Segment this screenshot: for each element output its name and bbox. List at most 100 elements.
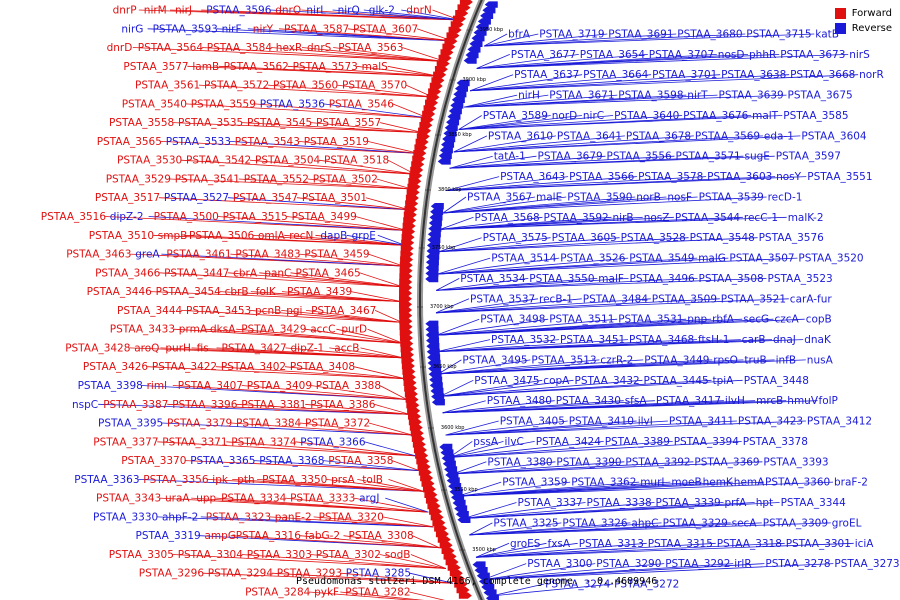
label-leader bbox=[172, 554, 446, 569]
gene-label: ftsH-1 bbox=[698, 334, 729, 346]
label-leader bbox=[333, 47, 446, 62]
label-leader bbox=[290, 272, 403, 288]
label-leader bbox=[440, 379, 743, 397]
label-leader bbox=[271, 572, 453, 584]
label-leader bbox=[310, 122, 424, 133]
gene-label: glk-2 bbox=[369, 5, 395, 17]
gene-label: PSTAA_3430 bbox=[556, 395, 621, 407]
reverse-gene-arrow bbox=[485, 595, 499, 600]
label-leader bbox=[201, 47, 446, 62]
gene-label: PSTAA_3504 bbox=[255, 155, 321, 167]
label-leader bbox=[436, 278, 698, 291]
gene-label: PSTAA_3519 bbox=[304, 136, 369, 148]
reverse-gene-arrow bbox=[427, 354, 441, 361]
label-leader bbox=[453, 135, 556, 153]
gene-label: PSTAA_3587 bbox=[284, 23, 349, 35]
label-leader bbox=[310, 554, 446, 569]
label-leader bbox=[254, 103, 428, 119]
backbone-line bbox=[419, 0, 483, 600]
label-leader bbox=[332, 9, 460, 21]
gene-label: upp bbox=[196, 493, 216, 505]
forward-gene-arrow bbox=[405, 194, 419, 202]
gene-label: bfrA bbox=[508, 29, 531, 41]
label-leader bbox=[476, 54, 849, 69]
gene-label: ipk bbox=[212, 474, 229, 486]
label-leader bbox=[446, 176, 569, 191]
label-leader bbox=[436, 339, 491, 352]
reverse-gene-arrow bbox=[426, 348, 440, 355]
gene-label: PSTAA_3424 bbox=[536, 436, 602, 448]
label-leader bbox=[216, 497, 429, 513]
label-leader bbox=[442, 400, 555, 414]
gene-label: PSTAA_3507 bbox=[729, 253, 794, 265]
forward-gene-arrow bbox=[402, 374, 416, 381]
label-leader bbox=[438, 359, 644, 375]
label-leader bbox=[295, 441, 416, 457]
forward-gene-arrow bbox=[422, 110, 436, 118]
label-leader bbox=[484, 33, 746, 47]
gene-label: PSTAA_3517 bbox=[95, 192, 160, 204]
label-leader bbox=[440, 216, 543, 230]
forward-gene-arrow bbox=[449, 570, 463, 577]
gene-label: fis bbox=[197, 342, 209, 354]
gene-label: moeB bbox=[671, 477, 701, 489]
reverse-gene-arrow bbox=[425, 331, 439, 339]
label-leader bbox=[310, 385, 407, 400]
gene-label: PSTAA_3427 bbox=[222, 342, 287, 354]
label-leader bbox=[449, 441, 742, 458]
gene-label: PSTAA_3563 bbox=[338, 42, 403, 54]
forward-gene-arrow bbox=[425, 497, 439, 504]
label-leader bbox=[296, 197, 409, 211]
label-leader bbox=[355, 216, 407, 231]
label-leader bbox=[284, 366, 405, 380]
gene-label: PSTAA_3429 bbox=[241, 324, 306, 336]
gene-label: PSTAA_3296 bbox=[139, 568, 205, 580]
label-leader bbox=[436, 318, 549, 336]
forward-gene-arrow bbox=[428, 88, 442, 95]
forward-gene-arrow bbox=[399, 318, 413, 325]
gene-label: PSTAA_3320 bbox=[319, 511, 384, 523]
label-leader bbox=[476, 54, 780, 69]
gene-label: PSTAA_3509 bbox=[652, 293, 717, 305]
gene-label: PSTAA_3453 bbox=[186, 305, 251, 317]
label-leader bbox=[299, 535, 440, 549]
gene-label: PSTAA_3607 bbox=[353, 23, 418, 35]
gene-label: PSTAA_3589 bbox=[483, 110, 548, 122]
forward-gene-arrow bbox=[405, 200, 419, 207]
forward-gene-arrow bbox=[447, 564, 461, 571]
gene-feature-track bbox=[399, 0, 499, 600]
gene-label: PSTAA_3547 bbox=[233, 192, 298, 204]
label-leader bbox=[363, 9, 460, 21]
gene-label: czcA bbox=[775, 314, 800, 326]
gene-label: carB bbox=[742, 334, 766, 346]
label-leader bbox=[436, 339, 629, 352]
gene-label: PSTAA_3467 bbox=[311, 305, 376, 317]
label-leader bbox=[367, 328, 403, 344]
label-leader bbox=[463, 502, 655, 519]
gene-label: PSTAA_3536 bbox=[260, 98, 326, 110]
label-leader bbox=[464, 94, 718, 108]
reverse-gene-arrow bbox=[427, 236, 441, 243]
reverse-gene-arrow bbox=[431, 399, 445, 406]
gene-label: PSTAA_3508 bbox=[699, 273, 764, 285]
gene-label: nirQ bbox=[338, 5, 360, 17]
gene-label: PSTAA_3365 bbox=[190, 455, 255, 467]
reverse-gene-arrow bbox=[441, 141, 455, 148]
label-leader bbox=[445, 420, 806, 436]
gene-label: PSTAA_3389 bbox=[605, 436, 670, 448]
gene-label: nirB bbox=[613, 212, 634, 224]
label-leader bbox=[442, 196, 698, 214]
label-leader bbox=[476, 54, 579, 69]
gene-label: dnrO bbox=[275, 5, 301, 17]
label-leader bbox=[340, 591, 425, 600]
label-leader bbox=[148, 216, 407, 231]
gene-label: PSTAA_3377 bbox=[93, 436, 158, 448]
gene-label: PSTAA_3502 bbox=[313, 174, 378, 186]
gene-label: PSTAA_3396 bbox=[172, 399, 238, 411]
reverse-gene-arrow bbox=[446, 119, 460, 126]
legend-forward: Forward bbox=[834, 8, 892, 19]
gene-label: pgi bbox=[286, 305, 302, 317]
gene-label: dipZ-2 bbox=[110, 211, 144, 223]
forward-gene-arrow bbox=[401, 362, 415, 370]
forward-gene-arrow bbox=[408, 418, 422, 426]
